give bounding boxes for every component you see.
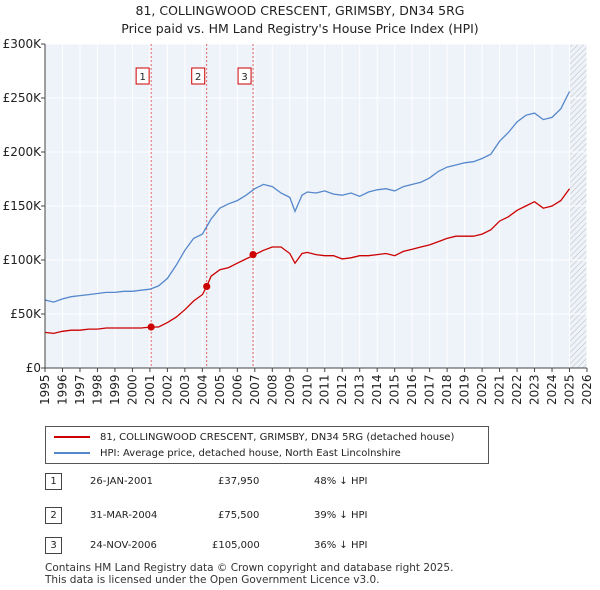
y-tick-label: £150K <box>3 199 43 213</box>
tx-date: 31-MAR-2004 <box>90 510 158 521</box>
y-tick-label: £100K <box>3 253 43 267</box>
legend-item-hpi: HPI: Average price, detached house, Nort… <box>46 445 401 461</box>
tx-date: 24-NOV-2006 <box>90 540 157 551</box>
tx-date: 26-JAN-2001 <box>90 476 154 487</box>
sale-number-box <box>237 67 252 85</box>
x-tick-label: 2000 <box>125 374 139 405</box>
legend-swatch-property <box>54 436 90 438</box>
sale-number-label: 2 <box>195 72 201 83</box>
sale-point <box>249 251 257 259</box>
series-line-hpi <box>44 91 571 303</box>
tx-price: £75,500 <box>218 510 260 521</box>
legend-label-property: 81, COLLINGWOOD CRESCENT, GRIMSBY, DN34 … <box>100 431 455 443</box>
sale-number-label: 3 <box>241 72 247 83</box>
x-tick-label: 2004 <box>195 374 209 405</box>
x-tick-label: 1997 <box>73 374 87 405</box>
legend-swatch-hpi <box>54 452 90 454</box>
sale-point <box>203 282 211 291</box>
x-tick-label: 2005 <box>213 374 227 405</box>
y-tick-label: £300K <box>3 37 43 51</box>
legend-item-property: 81, COLLINGWOOD CRESCENT, GRIMSBY, DN34 … <box>46 429 454 445</box>
y-tick-label: £50K <box>10 307 42 321</box>
sale-number-box <box>135 67 150 85</box>
y-tick-label: £0 <box>26 361 41 375</box>
tx-number: 2 <box>45 507 62 524</box>
x-tick-label: 2011 <box>318 374 332 405</box>
x-tick-label: 2015 <box>388 374 402 405</box>
x-tick-label: 2006 <box>230 374 244 405</box>
x-tick-label: 1998 <box>90 374 104 405</box>
x-tick-label: 2003 <box>178 374 192 405</box>
series-line-property <box>44 188 571 335</box>
x-tick-label: 2019 <box>458 374 472 405</box>
footer-license: This data is licensed under the Open Gov… <box>45 574 380 586</box>
tx-price: £105,000 <box>212 540 260 551</box>
x-tick-label: 2022 <box>510 374 524 405</box>
x-tick-label: 2024 <box>545 374 559 405</box>
x-tick-label: 2018 <box>440 374 454 405</box>
tx-hpi-diff: 39% ↓ HPI <box>314 510 368 521</box>
x-tick-label: 2014 <box>370 374 384 405</box>
tx-number: 1 <box>45 473 62 490</box>
x-tick-label: 2025 <box>563 374 577 405</box>
chart-title: 81, COLLINGWOOD CRESCENT, GRIMSBY, DN34 … <box>135 3 465 18</box>
legend-label-hpi: HPI: Average price, detached house, Nort… <box>100 447 401 459</box>
x-tick-label: 2002 <box>160 374 174 405</box>
x-tick-label: 2021 <box>493 374 507 405</box>
x-tick-label: 2001 <box>143 374 157 405</box>
x-tick-label: 2007 <box>248 374 262 405</box>
x-tick-label: 1999 <box>108 374 122 405</box>
x-tick-label: 2020 <box>475 374 489 405</box>
x-tick-label: 2012 <box>335 374 349 405</box>
x-tick-label: 2016 <box>405 374 419 405</box>
x-tick-label: 2010 <box>300 374 314 405</box>
x-tick-label: 2009 <box>283 374 297 405</box>
x-tick-label: 2008 <box>265 374 279 405</box>
chart-subtitle: Price paid vs. HM Land Registry's House … <box>121 21 479 36</box>
x-tick-label: 1995 <box>38 374 52 405</box>
tx-hpi-diff: 48% ↓ HPI <box>314 476 368 487</box>
y-tick-label: £200K <box>3 145 43 159</box>
y-tick-label: £250K <box>3 91 43 105</box>
x-tick-label: 2013 <box>353 374 367 405</box>
x-tick-label: 2017 <box>423 374 437 405</box>
sale-point <box>147 323 155 331</box>
x-tick-label: 1996 <box>55 374 69 405</box>
sale-number-box <box>191 67 206 85</box>
x-tick-label: 2026 <box>580 374 594 405</box>
tx-price: £37,950 <box>218 476 260 487</box>
chart-legend: 81, COLLINGWOOD CRESCENT, GRIMSBY, DN34 … <box>45 426 489 464</box>
tx-number: 3 <box>45 537 62 554</box>
footer-copyright: Contains HM Land Registry data © Crown c… <box>45 562 454 574</box>
tx-hpi-diff: 36% ↓ HPI <box>314 540 368 551</box>
x-tick-label: 2023 <box>528 374 542 405</box>
sale-number-label: 1 <box>139 72 145 83</box>
